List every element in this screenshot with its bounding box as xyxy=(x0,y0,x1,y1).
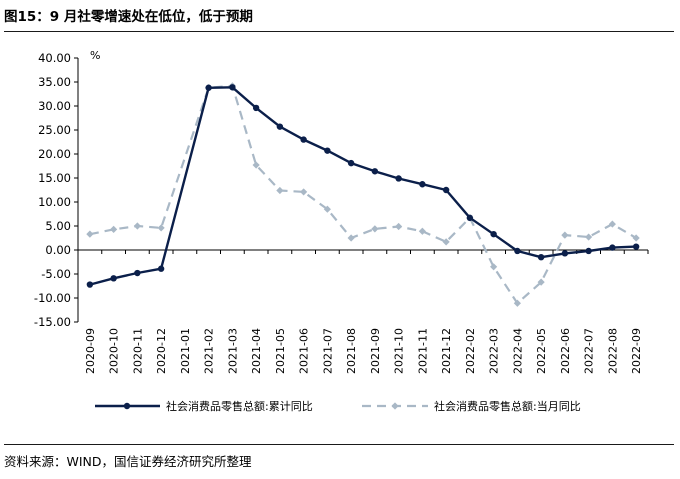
data-point xyxy=(561,231,569,239)
x-tick-label: 2021-04 xyxy=(250,328,263,374)
x-tick-label: 2022-05 xyxy=(535,328,548,374)
data-point xyxy=(133,222,141,230)
source-rule xyxy=(4,444,674,445)
data-point xyxy=(371,168,379,175)
y-tick-label: 25.00 xyxy=(38,123,71,137)
data-point xyxy=(513,299,521,307)
data-point xyxy=(585,233,593,241)
x-tick-label: 2022-07 xyxy=(583,328,596,374)
data-point xyxy=(466,214,474,222)
y-tick-label: -5.00 xyxy=(41,267,71,281)
data-point xyxy=(134,269,141,277)
data-point xyxy=(86,281,94,288)
data-point xyxy=(608,220,616,228)
data-point xyxy=(395,222,403,231)
data-point xyxy=(157,224,165,232)
x-tick-label: 2021-05 xyxy=(274,328,287,374)
x-tick-label: 2021-10 xyxy=(393,328,406,374)
data-point xyxy=(205,84,212,91)
data-point xyxy=(347,159,355,167)
data-point xyxy=(395,175,402,182)
x-tick-label: 2022-08 xyxy=(606,328,619,374)
x-tick-label: 2020-12 xyxy=(155,328,168,374)
line-chart: 40.00 35.00 30.00 25.00 20.00 15.00 10.00 5.00 0… xyxy=(34,49,649,413)
x-tick-label: 2022-06 xyxy=(559,328,572,374)
data-point xyxy=(347,234,355,242)
chart-axes xyxy=(74,57,649,323)
data-point xyxy=(561,250,569,257)
data-point xyxy=(110,225,118,233)
y-tick-label: 30.00 xyxy=(38,99,71,113)
legend-marker-monthly xyxy=(391,402,399,410)
data-point xyxy=(537,278,545,286)
y-tick-label: 10.00 xyxy=(38,195,71,209)
y-tick-label: -15.00 xyxy=(34,315,71,329)
legend-label-cumulative: 社会消费品零售总额:累计同比 xyxy=(166,399,313,413)
chart-legend: 社会消费品零售总额:累计同比 社会消费品零售总额:当月同比 xyxy=(95,399,581,413)
data-point xyxy=(537,254,545,261)
y-tick-label: 0.00 xyxy=(45,243,71,257)
x-tick-label: 2021-08 xyxy=(345,328,358,374)
y-unit-label: % xyxy=(90,49,100,62)
data-point xyxy=(110,275,117,282)
series-layer xyxy=(86,82,640,307)
data-point xyxy=(86,230,94,238)
x-tick-label: 2021-02 xyxy=(203,328,216,374)
series-line xyxy=(89,84,637,305)
data-point xyxy=(276,123,284,130)
data-point xyxy=(276,186,284,195)
x-tick-labels: 2020-09 2020-10 2020-11 2020-12 2021-01 2021-… xyxy=(84,328,643,374)
x-tick-label: 2020-10 xyxy=(108,328,121,374)
x-tick-label: 2021-07 xyxy=(321,328,334,374)
series-monthly xyxy=(86,82,640,307)
data-point xyxy=(442,186,450,194)
data-point xyxy=(300,136,307,143)
x-tick-label: 2022-02 xyxy=(464,328,477,374)
figure-title: 图15：9 月社零增速处在低位，低于预期 xyxy=(4,9,253,25)
data-point xyxy=(632,243,640,250)
data-point xyxy=(323,205,331,213)
title-rule xyxy=(4,31,674,32)
data-point xyxy=(371,225,379,233)
series-cumulative xyxy=(86,84,640,288)
y-tick-label: 40.00 xyxy=(38,51,71,65)
data-point xyxy=(418,227,426,235)
source-note: 资料来源：WIND，国信证券经济研究所整理 xyxy=(4,454,252,469)
data-point xyxy=(229,84,236,91)
data-point xyxy=(157,265,165,272)
data-point xyxy=(514,247,521,255)
y-tick-label: 35.00 xyxy=(38,75,71,89)
data-point xyxy=(632,234,640,242)
x-tick-label: 2021-09 xyxy=(369,328,382,374)
x-tick-label: 2022-09 xyxy=(630,328,643,374)
x-tick-label: 2021-12 xyxy=(440,328,453,374)
data-point xyxy=(609,244,616,251)
x-tick-label: 2022-04 xyxy=(511,328,524,374)
data-point xyxy=(442,238,450,246)
legend-marker-cumulative xyxy=(123,402,131,410)
data-point xyxy=(300,188,308,196)
x-tick-label: 2022-03 xyxy=(488,328,501,374)
data-point xyxy=(585,247,592,255)
data-point xyxy=(252,161,260,169)
x-tick-label: 2021-01 xyxy=(179,328,192,374)
data-point xyxy=(419,181,426,188)
y-tick-label: -10.00 xyxy=(34,291,71,305)
x-tick-label: 2020-11 xyxy=(131,328,144,374)
data-point xyxy=(252,104,260,112)
series-line xyxy=(89,86,637,286)
y-tick-label: 15.00 xyxy=(38,171,71,185)
y-tick-labels: 40.00 35.00 30.00 25.00 20.00 15.00 10.00 5.00 0… xyxy=(34,51,71,329)
y-tick-label: 20.00 xyxy=(38,147,71,161)
data-point xyxy=(490,263,498,271)
data-point xyxy=(324,147,331,154)
x-tick-label: 2021-06 xyxy=(298,328,311,374)
y-tick-label: 5.00 xyxy=(45,219,71,233)
x-tick-label: 2020-09 xyxy=(84,328,97,374)
data-point xyxy=(490,230,497,238)
legend-label-monthly: 社会消费品零售总额:当月同比 xyxy=(434,399,581,413)
x-tick-label: 2021-11 xyxy=(416,328,429,374)
x-tick-label: 2021-03 xyxy=(226,328,239,374)
